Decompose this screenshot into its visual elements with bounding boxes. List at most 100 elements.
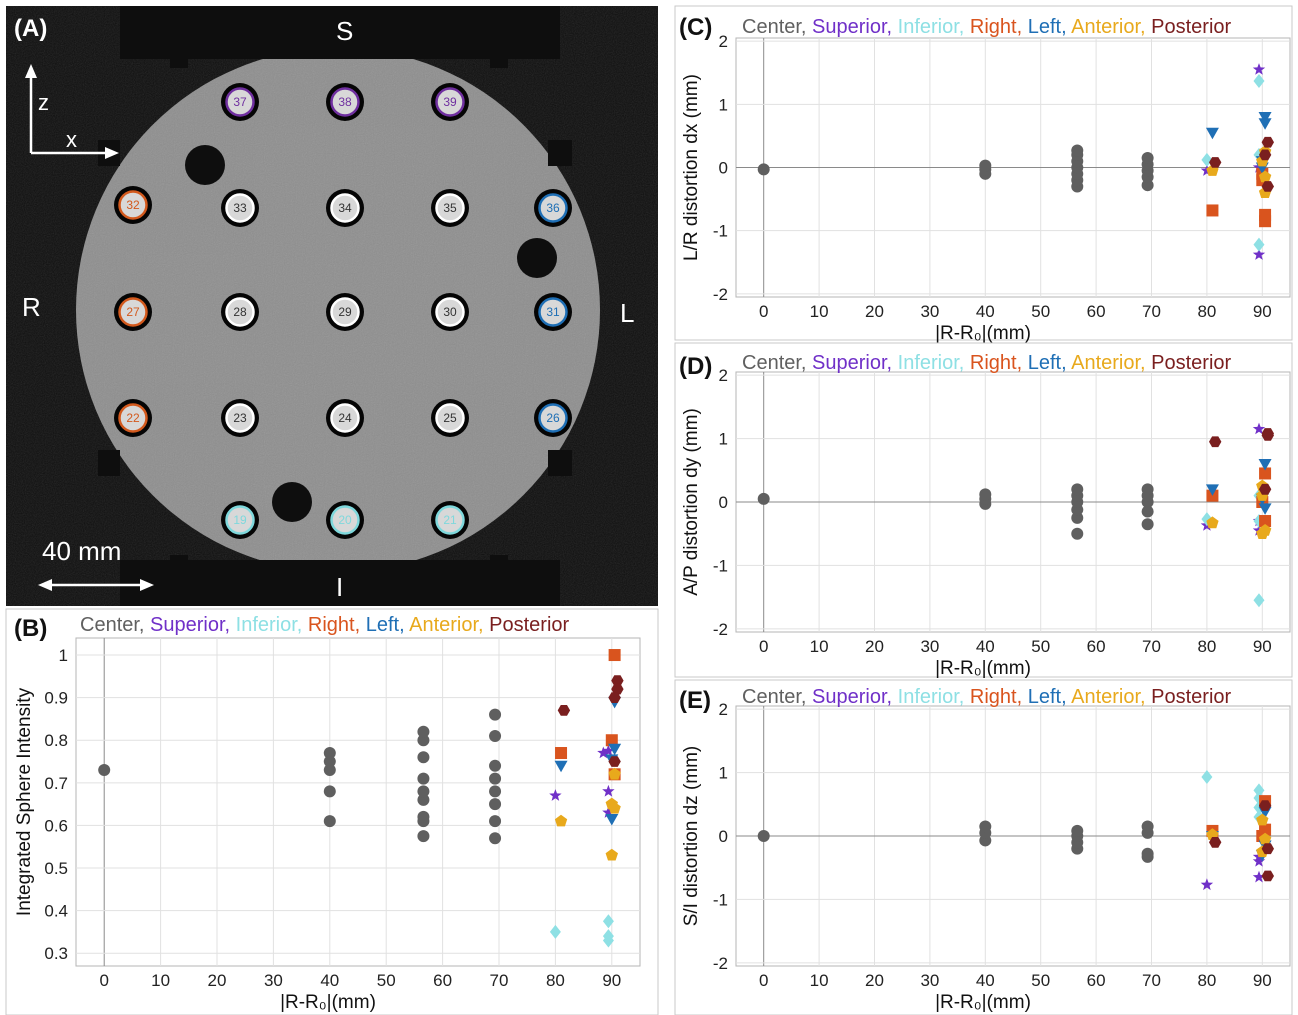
x-axis-label: |R-R₀|(mm) <box>280 992 376 1013</box>
y-tick-label: -2 <box>713 620 728 639</box>
hole-fill <box>435 403 465 433</box>
legend-entry: Center, <box>742 352 806 374</box>
x-tick-label: 20 <box>865 302 884 321</box>
y-tick-label: 1 <box>719 430 728 449</box>
point-left <box>1205 127 1219 140</box>
hole-fill <box>225 297 255 327</box>
y-tick-label: 1 <box>719 95 728 114</box>
axis-arrow-right <box>105 147 119 159</box>
y-axis-label: Integrated Sphere Intensity <box>14 687 35 916</box>
x-tick-label: 50 <box>377 971 396 990</box>
legend-entry: Posterior <box>1146 352 1232 374</box>
x-tick-label: 60 <box>433 971 452 990</box>
y-axis-label: A/P distortion dy (mm) <box>681 408 702 596</box>
x-tick-label: 0 <box>99 971 108 990</box>
y-tick-label: 0 <box>719 827 728 846</box>
x-tick-label: 70 <box>490 971 509 990</box>
point-center <box>757 492 770 505</box>
sphere-hole-22: 22 <box>114 399 152 437</box>
orientation-left: R <box>22 292 41 322</box>
point-right <box>605 734 618 747</box>
point-left <box>554 760 568 773</box>
point-center <box>1141 483 1154 496</box>
point-center <box>489 798 502 811</box>
legend-entry: Posterior <box>1146 16 1232 38</box>
x-tick-label: 10 <box>151 971 170 990</box>
point-posterior <box>611 675 624 686</box>
point-inferior <box>549 924 561 939</box>
point-center <box>1141 179 1154 192</box>
point-posterior <box>1209 837 1222 848</box>
hole-number: 23 <box>233 411 247 425</box>
point-center <box>417 830 430 843</box>
point-superior <box>602 806 615 818</box>
x-axis-label: |R-R₀|(mm) <box>935 992 1031 1013</box>
hole-number: 24 <box>338 411 352 425</box>
y-tick-label: 0 <box>719 159 728 178</box>
point-posterior <box>1261 136 1274 148</box>
x-tick-label: 40 <box>976 302 995 321</box>
legend-entry: Superior, <box>806 686 892 708</box>
orientation-bottom: I <box>336 572 343 602</box>
scale-bar-label: 40 mm <box>42 536 121 566</box>
y-tick-label: 0.8 <box>44 731 68 750</box>
y-tick-label: -2 <box>713 954 728 973</box>
x-axis-label: |R-R₀|(mm) <box>935 323 1031 344</box>
y-tick-label: 0.6 <box>44 816 68 835</box>
point-superior <box>1252 870 1266 883</box>
x-tick-label: 80 <box>1197 302 1216 321</box>
x-tick-label: 40 <box>976 971 995 990</box>
hole-fill <box>225 505 255 535</box>
panel-c-lr-distortion-chart: 0 10 20 30 40 50 60 70 80 90 -2 -1 0 1 2 |R-R₀|(mm) L/R … <box>674 5 1293 344</box>
point-center <box>489 708 502 721</box>
point-center <box>1071 527 1084 540</box>
x-tick-label: 50 <box>1031 302 1050 321</box>
y-tick-label: -2 <box>713 285 728 304</box>
hole-number: 35 <box>443 201 457 215</box>
y-tick-label: 0 <box>719 493 728 512</box>
sphere-hole-31: 31 <box>534 293 572 331</box>
point-center <box>98 764 111 777</box>
phantom-flat-top <box>120 6 560 59</box>
legend-entry: Inferior, <box>230 614 302 636</box>
x-tick-label: 70 <box>1142 637 1161 656</box>
x-tick-label: 10 <box>810 971 829 990</box>
x-tick-label: 90 <box>1253 971 1272 990</box>
point-center <box>323 747 336 760</box>
legend: Center, Superior, Inferior, Right, Left,… <box>742 686 1232 708</box>
legend-entry: Right, <box>964 16 1022 38</box>
scale-bar-arrow-right <box>140 579 154 591</box>
point-center <box>417 772 430 785</box>
fiducial-hole <box>517 238 557 278</box>
point-right <box>608 649 621 662</box>
legend-entry: Anterior, <box>1067 686 1146 708</box>
series-posterior <box>557 675 624 767</box>
notch <box>98 450 120 476</box>
legend-entry: Right, <box>964 686 1022 708</box>
point-center <box>323 815 336 828</box>
y-tick-label: 0.3 <box>44 944 68 963</box>
series-center <box>757 820 1154 863</box>
legend-entry: Inferior, <box>892 16 964 38</box>
point-center <box>489 729 502 742</box>
point-anterior <box>1258 524 1272 536</box>
point-anterior <box>1256 813 1269 826</box>
point-left <box>1205 484 1219 496</box>
sphere-hole-29: 29 <box>326 293 364 331</box>
x-tick-label: 50 <box>1031 637 1050 656</box>
point-left <box>608 743 622 756</box>
sphere-hole-36: 36 <box>534 189 572 227</box>
sphere-hole-32: 32 <box>114 186 152 224</box>
point-inferior <box>602 914 614 929</box>
x-tick-label: 70 <box>1142 302 1161 321</box>
sphere-hole-26: 26 <box>534 399 572 437</box>
y-tick-label: -1 <box>713 890 728 909</box>
hole-number: 37 <box>233 95 247 109</box>
point-center <box>1141 518 1154 531</box>
point-posterior <box>1261 870 1274 882</box>
point-left <box>1258 503 1272 515</box>
hole-fill <box>330 505 360 535</box>
x-tick-label: 20 <box>865 971 884 990</box>
point-posterior <box>1261 181 1274 192</box>
